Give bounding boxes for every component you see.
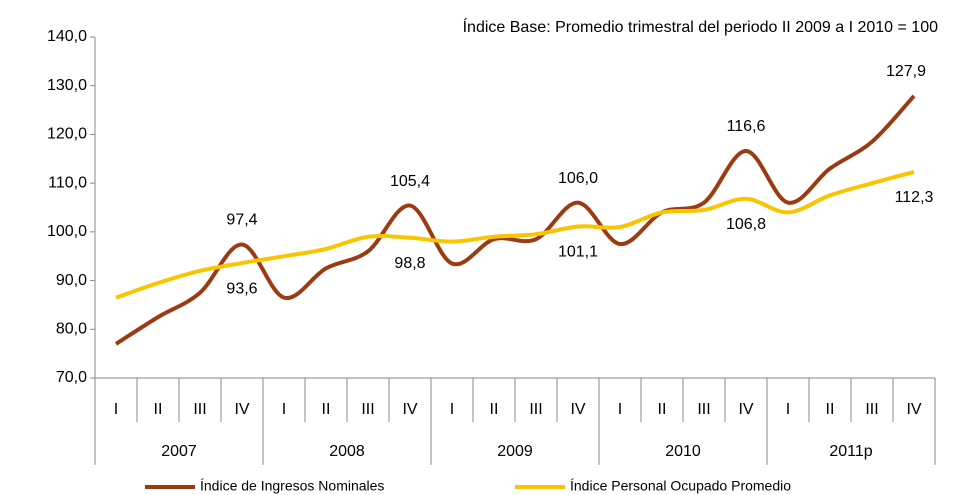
year-label: 2009	[497, 443, 533, 460]
year-label: 2011p	[829, 443, 872, 460]
x-tick-label: II	[826, 401, 835, 418]
x-tick-label: I	[450, 401, 454, 418]
x-tick-label: I	[786, 401, 790, 418]
legend-label: Índice de Ingresos Nominales	[200, 478, 384, 494]
year-label: 2008	[329, 443, 365, 460]
x-tick-label: III	[697, 401, 710, 418]
series-line	[114, 94, 916, 346]
y-tick-label: 110,0	[48, 174, 87, 191]
data-label: 127,9	[886, 63, 926, 80]
series-line	[115, 170, 915, 300]
x-tick-label: I	[114, 401, 118, 418]
x-tick-label: II	[658, 401, 667, 418]
data-label: 101,1	[558, 244, 598, 261]
legend-label: Índice Personal Ocupado Promedio	[570, 478, 791, 494]
x-tick-label: III	[529, 401, 542, 418]
data-label: 112,3	[895, 189, 934, 206]
x-tick-label: IV	[738, 401, 753, 418]
x-tick-label: II	[154, 401, 163, 418]
data-label: 106,0	[558, 170, 598, 187]
x-tick-label: III	[193, 401, 206, 418]
data-label: 93,6	[226, 280, 257, 297]
x-tick-label: II	[490, 401, 499, 418]
data-label: 106,8	[726, 216, 766, 233]
x-tick-label: I	[618, 401, 622, 418]
year-label: 2010	[665, 443, 701, 460]
x-tick-label: IV	[402, 401, 417, 418]
y-tick-label: 140,0	[47, 28, 87, 45]
data-label: 105,4	[390, 173, 430, 190]
y-tick-label: 70,0	[56, 369, 87, 386]
y-tick-label: 130,0	[47, 77, 87, 94]
annotation: Índice Base: Promedio trimestral del per…	[463, 17, 939, 36]
data-label: 97,4	[226, 212, 257, 229]
y-tick-label: 100,0	[47, 223, 87, 240]
x-tick-label: II	[322, 401, 331, 418]
x-tick-label: IV	[570, 401, 585, 418]
y-tick-label: 80,0	[56, 321, 87, 338]
data-label: 98,8	[394, 255, 425, 272]
x-tick-label: III	[865, 401, 878, 418]
y-tick-label: 120,0	[47, 126, 87, 143]
x-tick-label: I	[282, 401, 286, 418]
data-label: 116,6	[727, 118, 766, 135]
x-tick-label: IV	[906, 401, 921, 418]
x-tick-label: III	[361, 401, 374, 418]
x-tick-label: IV	[234, 401, 249, 418]
y-tick-label: 90,0	[56, 272, 87, 289]
year-label: 2007	[161, 443, 197, 460]
